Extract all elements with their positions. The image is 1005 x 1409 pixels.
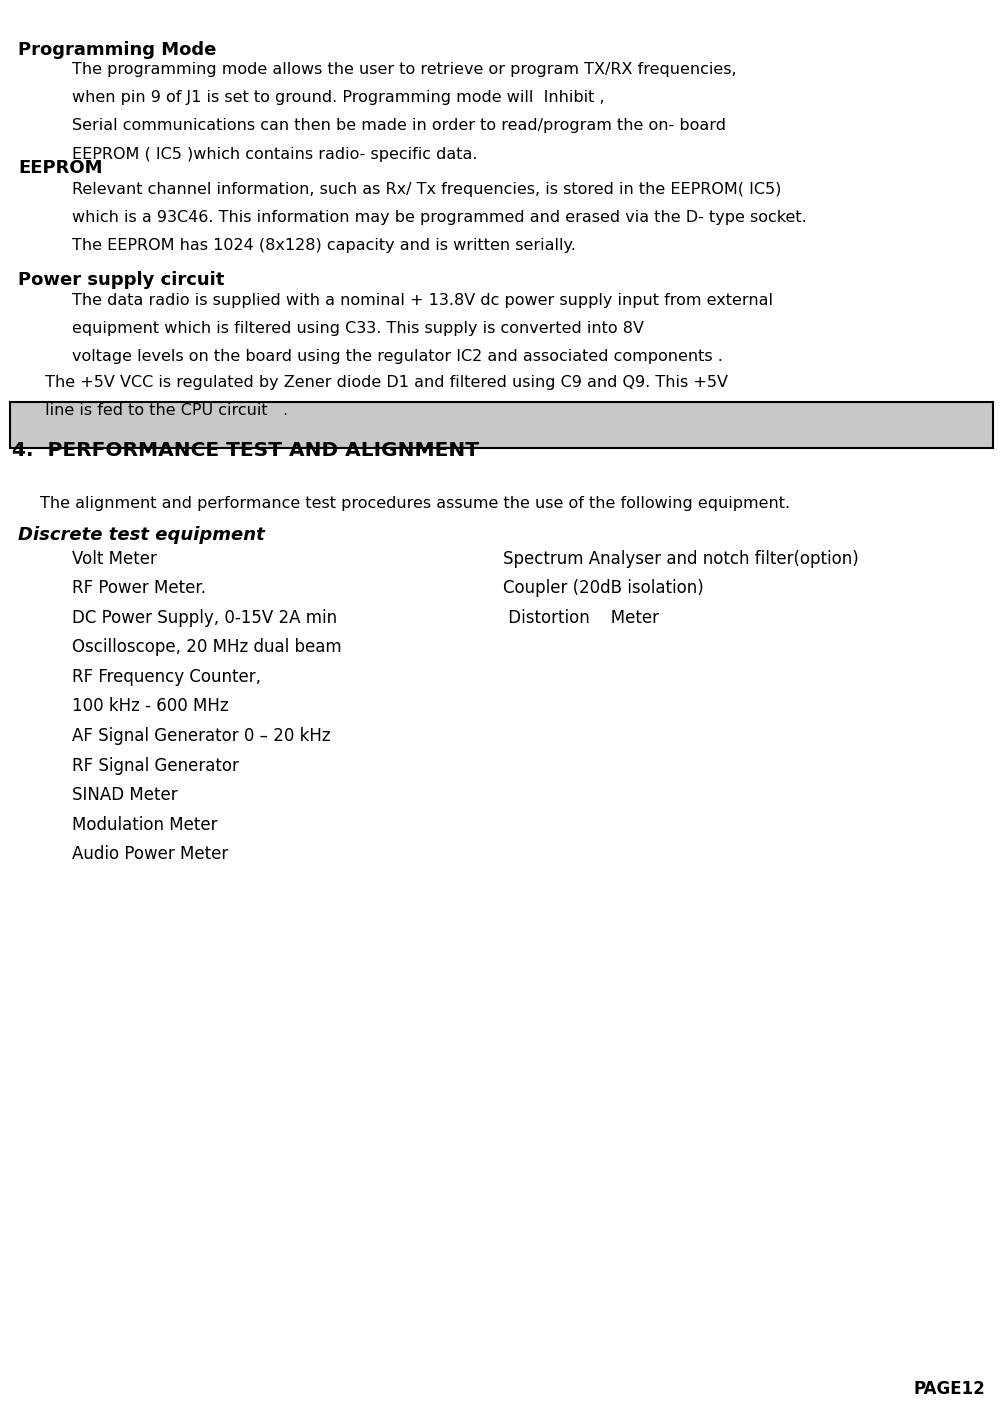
Text: Audio Power Meter: Audio Power Meter <box>72 845 228 864</box>
Text: Spectrum Analyser and notch filter(option): Spectrum Analyser and notch filter(optio… <box>502 550 858 568</box>
Text: DC Power Supply, 0-15V 2A min: DC Power Supply, 0-15V 2A min <box>72 609 338 627</box>
Text: RF Signal Generator: RF Signal Generator <box>72 757 239 775</box>
Text: SINAD Meter: SINAD Meter <box>72 786 178 805</box>
Text: The data radio is supplied with a nominal + 13.8V dc power supply input from ext: The data radio is supplied with a nomina… <box>72 293 774 309</box>
Text: Serial communications can then be made in order to read/program the on- board: Serial communications can then be made i… <box>72 118 727 134</box>
Text: Modulation Meter: Modulation Meter <box>72 816 218 834</box>
Text: which is a 93C46. This information may be programmed and erased via the D- type : which is a 93C46. This information may b… <box>72 210 807 225</box>
Text: equipment which is filtered using C33. This supply is converted into 8V: equipment which is filtered using C33. T… <box>72 321 644 337</box>
Text: The alignment and performance test procedures assume the use of the following eq: The alignment and performance test proce… <box>40 496 790 511</box>
Text: The +5V VCC is regulated by Zener diode D1 and filtered using C9 and Q9. This +5: The +5V VCC is regulated by Zener diode … <box>40 375 729 390</box>
Text: Power supply circuit: Power supply circuit <box>18 271 224 289</box>
Text: AF Signal Generator 0 – 20 kHz: AF Signal Generator 0 – 20 kHz <box>72 727 331 745</box>
Text: Volt Meter: Volt Meter <box>72 550 157 568</box>
Text: Oscilloscope, 20 MHz dual beam: Oscilloscope, 20 MHz dual beam <box>72 638 342 657</box>
Text: Discrete test equipment: Discrete test equipment <box>18 526 265 544</box>
Text: PAGE12: PAGE12 <box>914 1379 985 1398</box>
Text: EEPROM: EEPROM <box>18 159 103 178</box>
Text: Relevant channel information, such as Rx/ Tx frequencies, is stored in the EEPRO: Relevant channel information, such as Rx… <box>72 182 782 197</box>
Text: The EEPROM has 1024 (8x128) capacity and is written serially.: The EEPROM has 1024 (8x128) capacity and… <box>72 238 576 254</box>
Text: EEPROM ( IC5 )which contains radio- specific data.: EEPROM ( IC5 )which contains radio- spec… <box>72 147 477 162</box>
Text: RF Power Meter.: RF Power Meter. <box>72 579 206 597</box>
Text: 100 kHz - 600 MHz: 100 kHz - 600 MHz <box>72 697 229 716</box>
Text: The programming mode allows the user to retrieve or program TX/RX frequencies,: The programming mode allows the user to … <box>72 62 737 77</box>
Text: voltage levels on the board using the regulator IC2 and associated components .: voltage levels on the board using the re… <box>72 349 724 365</box>
Text: when pin 9 of J1 is set to ground. Programming mode will  Inhibit ,: when pin 9 of J1 is set to ground. Progr… <box>72 90 605 106</box>
Text: RF Frequency Counter,: RF Frequency Counter, <box>72 668 261 686</box>
Text: Coupler (20dB isolation): Coupler (20dB isolation) <box>502 579 704 597</box>
Text: 4.  PERFORMANCE TEST AND ALIGNMENT: 4. PERFORMANCE TEST AND ALIGNMENT <box>12 441 479 459</box>
Text: line is fed to the CPU circuit   .: line is fed to the CPU circuit . <box>40 403 288 418</box>
Text: Distortion    Meter: Distortion Meter <box>502 609 658 627</box>
Text: Programming Mode: Programming Mode <box>18 41 216 59</box>
